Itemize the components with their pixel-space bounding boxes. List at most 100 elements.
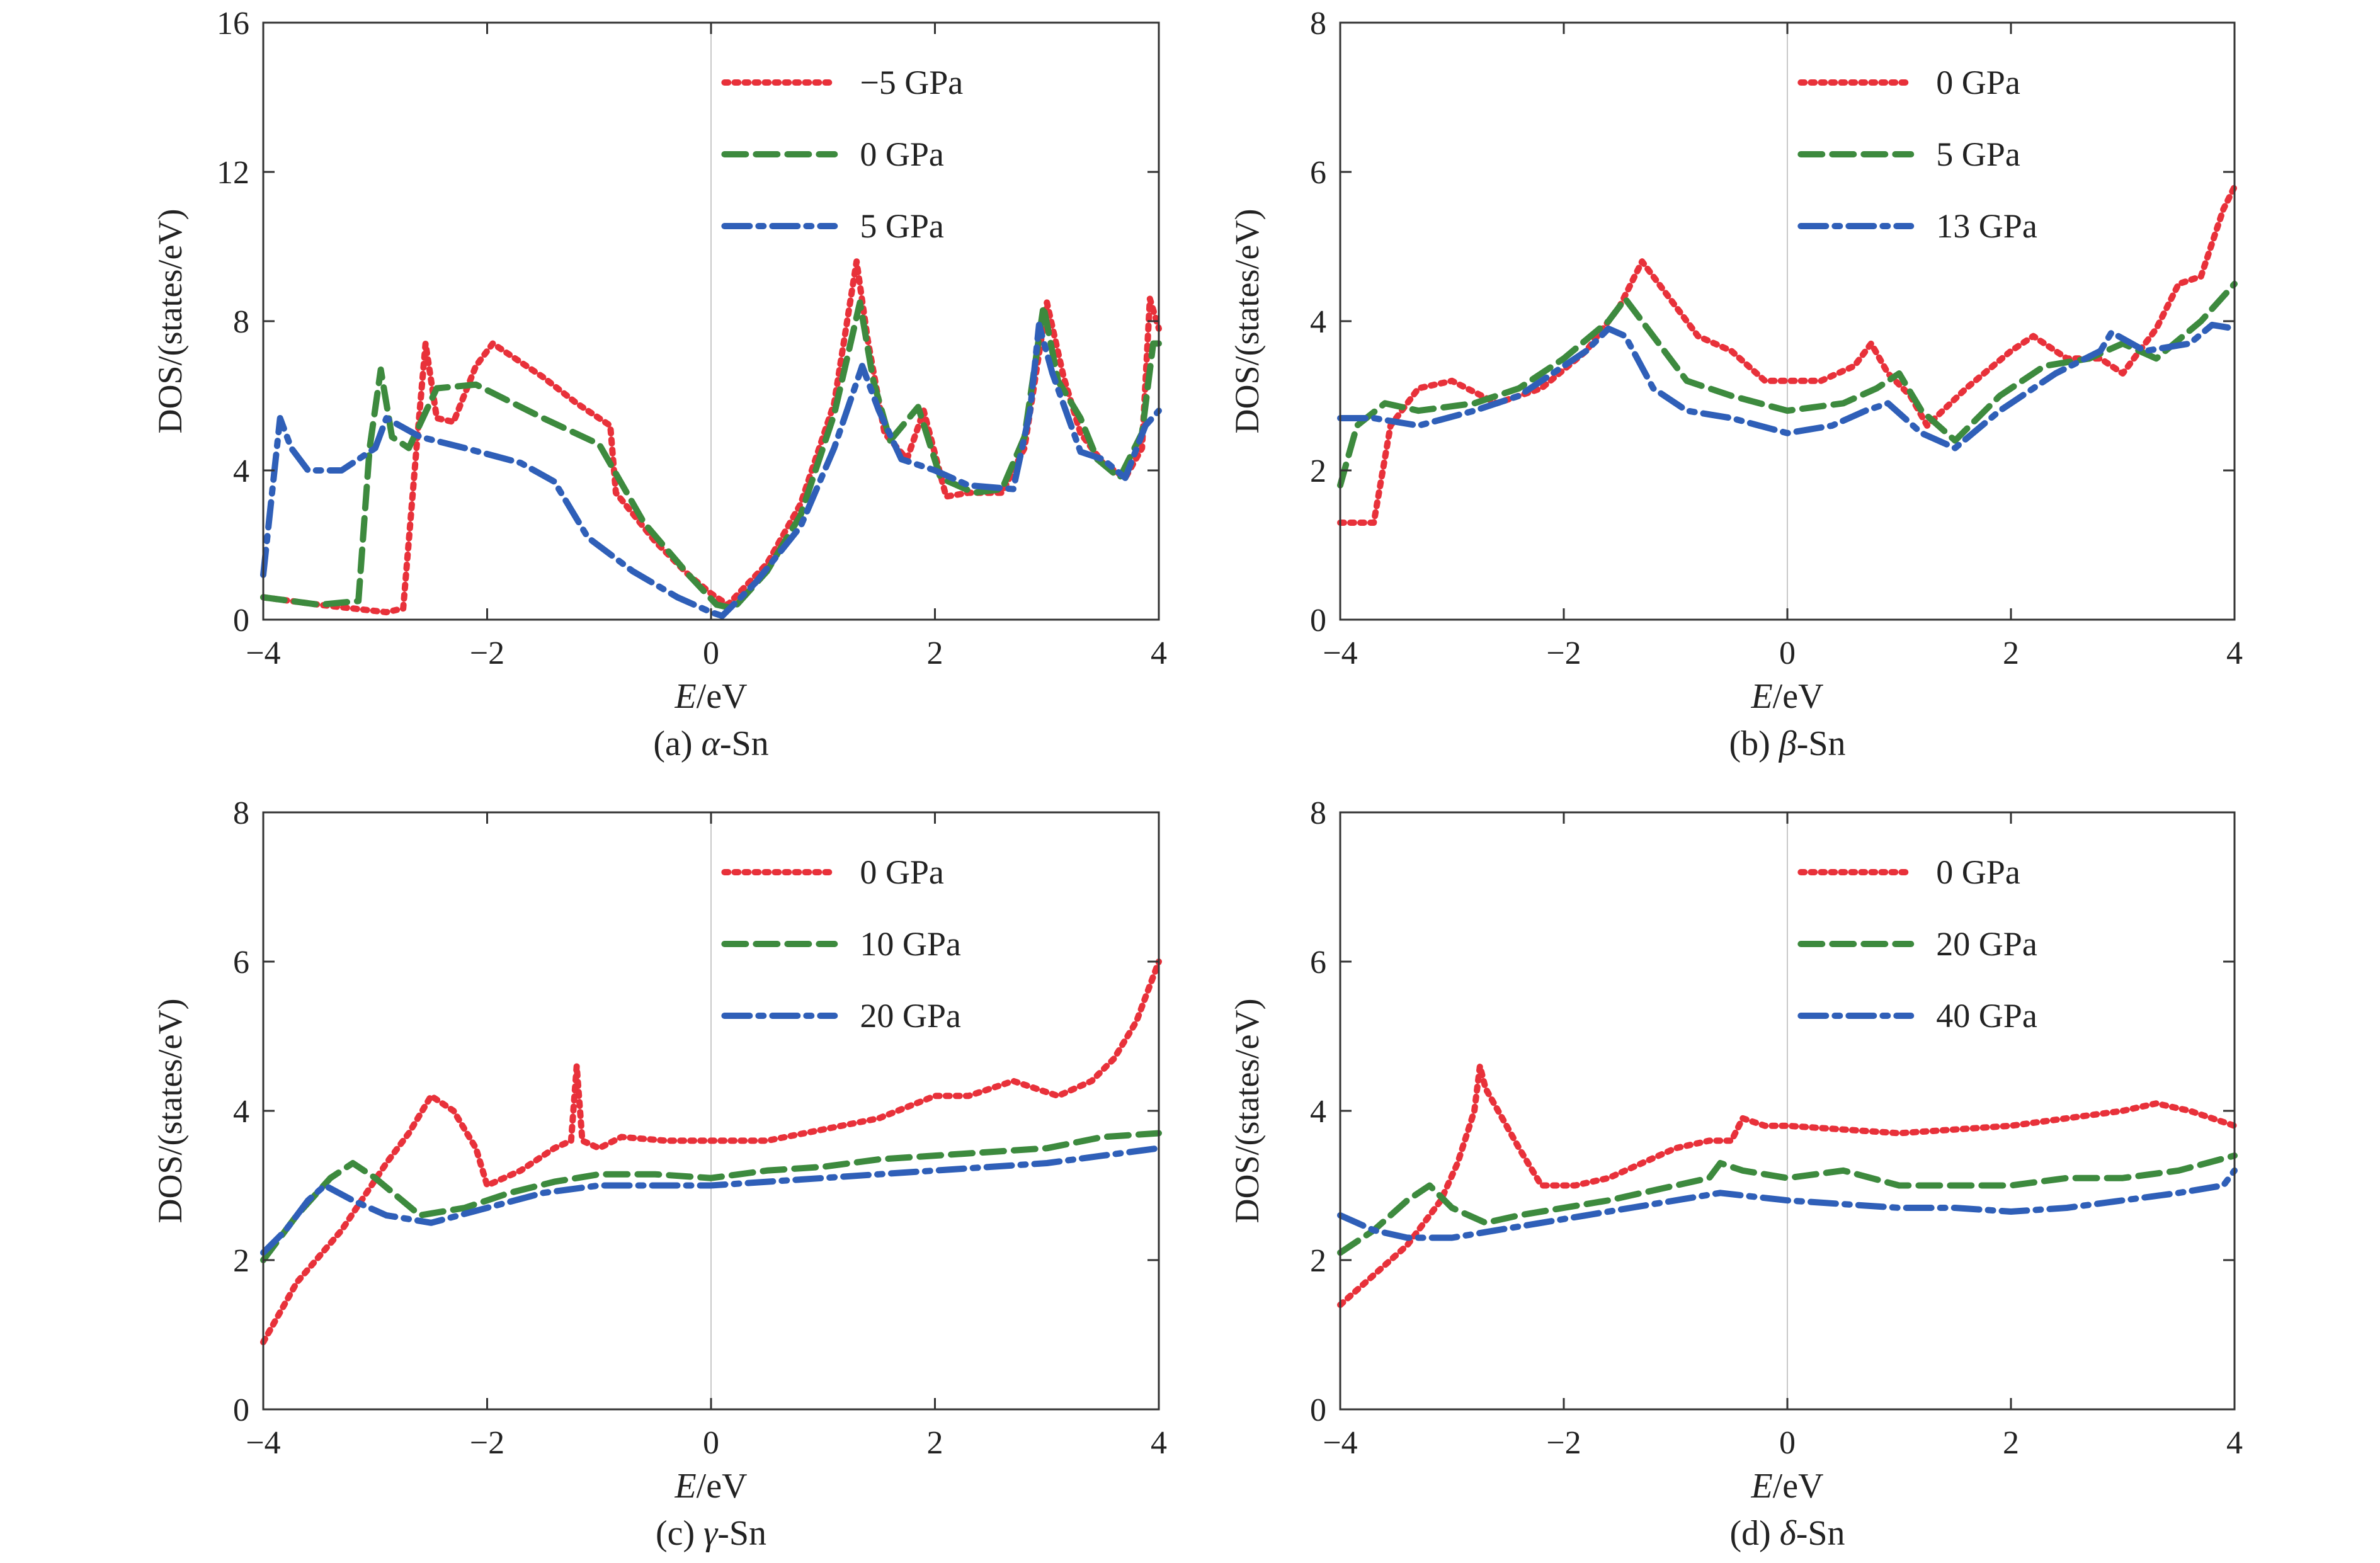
caption-prefix: (b) [1729,724,1779,763]
x-tick-label: −4 [246,1425,280,1461]
y-tick-label: 4 [233,453,249,489]
x-tick-label: 2 [927,635,943,671]
caption-suffix: -Sn [1796,1514,1845,1553]
y-tick-label: 0 [233,603,249,639]
series-line-3 [1337,1167,2238,1241]
x-tick-label: −4 [246,635,280,671]
series-line-2 [260,299,1162,612]
chart-panel-2: −4 −2 0 2 4 0 2 4 6 8 DOS/(states/eV) E/eV (b) β-Sn 0… [1228,6,2243,763]
x-axis-label-symbol: E [1750,677,1772,716]
x-axis-label-symbol: E [674,1467,696,1506]
x-axis-label-unit: /eV [697,1467,748,1506]
panel-caption: (b) β-Sn [1729,724,1846,763]
caption-prefix: (d) [1729,1514,1779,1553]
y-axis-label: DOS/(states/eV) [151,209,189,434]
x-axis-label: E/eV [1750,1467,1823,1506]
x-axis-label-unit: /eV [697,677,748,716]
caption-suffix: -Sn [717,1514,766,1553]
series-line-1 [260,958,1162,1346]
panel-caption: (d) δ-Sn [1729,1514,1845,1553]
caption-phase-symbol: β [1779,724,1797,763]
y-axis-label: DOS/(states/eV) [151,999,189,1224]
legend-label: 20 GPa [1936,925,2037,963]
y-tick-label: 8 [1310,6,1326,42]
y-tick-label: 2 [233,1243,249,1279]
x-tick-label: 0 [1779,635,1796,671]
x-axis-label-symbol: E [1750,1467,1772,1506]
legend-label: 10 GPa [860,925,961,963]
x-axis-label: E/eV [674,1467,747,1506]
x-tick-label: 4 [2226,1425,2243,1461]
y-tick-label: 0 [1310,1392,1326,1428]
x-tick-label: 4 [2226,635,2243,671]
x-tick-label: 4 [1151,635,1167,671]
caption-phase-symbol: γ [703,1514,719,1553]
legend-label: 20 GPa [860,997,961,1035]
chart-panel-4: −4 −2 0 2 4 0 2 4 6 8 DOS/(states/eV) E/eV (d) δ-Sn 0… [1228,795,2243,1553]
x-tick-label: −4 [1323,635,1357,671]
y-tick-label: 6 [1310,155,1326,191]
caption-prefix: (c) [656,1514,703,1553]
x-tick-label: −2 [470,635,504,671]
legend-label: 0 GPa [1936,64,2020,101]
x-axis-label: E/eV [1750,677,1823,716]
y-tick-label: 8 [1310,795,1326,831]
series-line-3 [260,321,1162,620]
x-tick-label: −2 [1546,635,1581,671]
panel-caption: (c) γ-Sn [656,1514,766,1553]
y-tick-label: 6 [233,945,249,980]
x-tick-label: −2 [470,1425,504,1461]
x-tick-label: 2 [2003,1425,2019,1461]
caption-phase-symbol: α [701,724,720,763]
x-tick-label: 4 [1151,1425,1167,1461]
y-tick-label: 2 [1310,453,1326,489]
y-tick-label: 4 [1310,304,1326,340]
panel-caption: (a) α-Sn [653,724,768,763]
legend-label: 0 GPa [860,853,944,891]
y-tick-label: 8 [233,795,249,831]
y-axis-label: DOS/(states/eV) [1228,999,1266,1224]
series-line-1 [1337,1062,2238,1309]
caption-suffix: -Sn [1797,724,1846,763]
legend-label: 0 GPa [860,135,944,173]
legend-label: 40 GPa [1936,997,2037,1035]
caption-prefix: (a) [653,724,701,763]
legend-label: 5 GPa [1936,135,2020,173]
y-axis-label: DOS/(states/eV) [1228,209,1266,434]
series-line-1 [260,258,1162,616]
x-axis-label-symbol: E [674,677,696,716]
y-tick-label: 4 [233,1094,249,1130]
y-tick-label: 8 [233,304,249,340]
chart-panel-3: −4 −2 0 2 4 0 2 4 6 8 DOS/(states/eV) E/eV (c) γ-Sn 0… [151,795,1167,1553]
chart-panel-1: −4 −2 0 2 4 0 4 8 12 16 DOS/(states/eV) E/eV (a) α-S… [151,6,1167,763]
series-line-2 [1337,1152,2238,1256]
legend-label: 0 GPa [1936,853,2020,891]
caption-phase-symbol: δ [1780,1514,1797,1553]
x-axis-label-unit: /eV [1773,1467,1824,1506]
series-line-2 [260,1130,1162,1263]
x-tick-label: 0 [703,635,719,671]
legend-label: −5 GPa [860,64,963,101]
x-axis-label: E/eV [674,677,747,716]
x-tick-label: −2 [1546,1425,1581,1461]
x-tick-label: −4 [1323,1425,1357,1461]
y-tick-label: 0 [233,1392,249,1428]
x-axis-label-unit: /eV [1773,677,1824,716]
y-tick-label: 6 [1310,945,1326,980]
y-tick-label: 12 [217,155,249,191]
x-tick-label: 0 [703,1425,719,1461]
y-tick-label: 0 [1310,603,1326,639]
legend-label: 13 GPa [1936,207,2037,245]
x-tick-label: 2 [2003,635,2019,671]
y-tick-label: 4 [1310,1094,1326,1130]
y-tick-label: 16 [217,6,249,42]
series-line-3 [260,1145,1162,1256]
caption-suffix: -Sn [720,724,769,763]
x-tick-label: 2 [927,1425,943,1461]
x-tick-label: 0 [1779,1425,1796,1461]
legend-label: 5 GPa [860,207,944,245]
series-line-3 [1337,321,2238,452]
y-tick-label: 2 [1310,1243,1326,1279]
